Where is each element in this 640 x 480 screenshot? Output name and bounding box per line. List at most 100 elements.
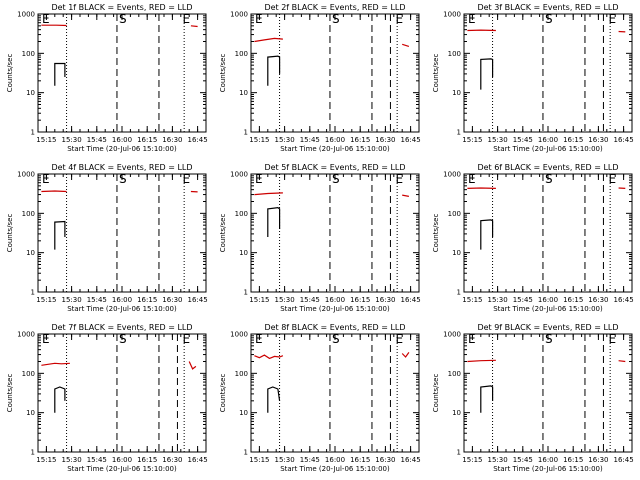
x-tick-label: 16:15 xyxy=(137,136,157,144)
y-tick-label: 100 xyxy=(448,210,461,218)
x-tick-label: 16:30 xyxy=(162,456,182,464)
lld-rate-line xyxy=(467,359,496,363)
x-tick-label: 16:30 xyxy=(588,136,608,144)
y-tick-label: 100 xyxy=(448,50,461,58)
x-tick-label: 16:00 xyxy=(325,296,345,304)
x-tick-label: 16:15 xyxy=(350,296,370,304)
plot-frame xyxy=(250,173,420,293)
plot-frame xyxy=(463,333,633,453)
y-tick-label: 100 xyxy=(22,370,35,378)
x-tick-label: 15:30 xyxy=(62,136,82,144)
chart-title: Det 3f BLACK = Events, RED = LLD xyxy=(477,3,618,12)
y-tick-label: 100 xyxy=(22,210,35,218)
lld-rate-line xyxy=(254,354,284,360)
lld-rate-line xyxy=(401,352,410,358)
interval-marker: S xyxy=(545,12,553,26)
interval-marker: S xyxy=(119,172,127,186)
interval-marker: E xyxy=(608,332,616,346)
x-tick-label: 15:45 xyxy=(513,456,533,464)
interval-marker: E xyxy=(182,12,190,26)
interval-marker: E xyxy=(255,172,263,186)
y-tick-label: 1 xyxy=(31,129,35,137)
x-tick-label: 16:45 xyxy=(614,136,634,144)
lld-rate-line xyxy=(254,192,283,196)
chart-title: Det 1f BLACK = Events, RED = LLD xyxy=(51,3,192,12)
events-rate-line xyxy=(480,385,494,413)
x-tick-label: 16:45 xyxy=(188,296,208,304)
x-axis-label: Start Time (20-Jul-06 15:10:00) xyxy=(67,145,177,153)
y-tick-label: 1 xyxy=(244,449,248,457)
y-tick-label: 1000 xyxy=(230,331,248,339)
chart-title: Det 6f BLACK = Events, RED = LLD xyxy=(477,163,618,172)
x-tick-label: 16:30 xyxy=(375,296,395,304)
x-tick-label: 16:45 xyxy=(401,136,421,144)
y-tick-label: 1000 xyxy=(230,171,248,179)
x-tick-label: 16:00 xyxy=(112,456,132,464)
interval-marker: E xyxy=(42,172,50,186)
x-tick-label: 16:45 xyxy=(401,456,421,464)
detector-chart: Det 4f BLACK = Events, RED = LLD 1 10 100 10… xyxy=(6,163,208,313)
interval-marker: S xyxy=(332,332,340,346)
interval-marker: E xyxy=(182,172,190,186)
y-tick-label: 1000 xyxy=(443,171,461,179)
y-tick-label: 1000 xyxy=(17,171,35,179)
x-tick-label: 15:30 xyxy=(488,296,508,304)
x-tick-label: 16:15 xyxy=(137,456,157,464)
x-tick-label: 16:45 xyxy=(614,456,634,464)
y-tick-label: 100 xyxy=(235,50,248,58)
chart-title: Det 8f BLACK = Events, RED = LLD xyxy=(264,323,405,332)
events-rate-line xyxy=(480,219,494,250)
y-tick-label: 1 xyxy=(244,289,248,297)
plot-frame xyxy=(463,13,633,133)
y-axis-label: Counts/sec xyxy=(432,54,440,93)
interval-marker: S xyxy=(332,172,340,186)
y-axis-label: Counts/sec xyxy=(219,374,227,413)
y-tick-label: 1 xyxy=(244,129,248,137)
x-tick-label: 15:15 xyxy=(249,456,269,464)
x-tick-label: 15:15 xyxy=(36,136,56,144)
x-tick-label: 16:15 xyxy=(350,456,370,464)
plot-frame xyxy=(37,13,207,133)
x-tick-label: 15:30 xyxy=(275,456,295,464)
x-tick-label: 15:15 xyxy=(36,296,56,304)
interval-marker: S xyxy=(545,172,553,186)
plot-frame xyxy=(37,333,207,453)
y-axis-label: Counts/sec xyxy=(6,374,14,413)
x-tick-label: 15:15 xyxy=(462,456,482,464)
chart-title: Det 2f BLACK = Events, RED = LLD xyxy=(264,3,405,12)
events-rate-line xyxy=(54,386,66,413)
y-axis-label: Counts/sec xyxy=(219,54,227,93)
x-axis-label: Start Time (20-Jul-06 15:10:00) xyxy=(67,305,177,313)
x-tick-label: 15:45 xyxy=(513,136,533,144)
y-axis-label: Counts/sec xyxy=(432,374,440,413)
events-rate-line xyxy=(54,62,66,86)
interval-marker: S xyxy=(119,12,127,26)
x-tick-label: 16:00 xyxy=(112,296,132,304)
x-tick-label: 16:45 xyxy=(188,136,208,144)
interval-marker: E xyxy=(468,172,476,186)
interval-marker: E xyxy=(608,12,616,26)
y-tick-label: 1000 xyxy=(443,11,461,19)
detector-chart: Det 2f BLACK = Events, RED = LLD 1 10 100 10… xyxy=(219,3,421,153)
x-axis-label: Start Time (20-Jul-06 15:10:00) xyxy=(280,305,390,313)
x-axis-label: Start Time (20-Jul-06 15:10:00) xyxy=(493,465,603,473)
interval-marker: E xyxy=(255,332,263,346)
x-tick-label: 15:45 xyxy=(300,136,320,144)
y-tick-label: 1 xyxy=(31,289,35,297)
events-rate-line xyxy=(267,206,281,237)
y-tick-label: 1 xyxy=(457,449,461,457)
chart-title: Det 5f BLACK = Events, RED = LLD xyxy=(264,163,405,172)
x-tick-label: 16:45 xyxy=(614,296,634,304)
x-tick-label: 15:45 xyxy=(300,296,320,304)
y-tick-label: 1000 xyxy=(443,331,461,339)
y-tick-label: 100 xyxy=(235,370,248,378)
x-axis-label: Start Time (20-Jul-06 15:10:00) xyxy=(280,465,390,473)
x-tick-label: 16:45 xyxy=(401,296,421,304)
detector-chart: Det 5f BLACK = Events, RED = LLD 1 10 100 10… xyxy=(219,163,421,313)
x-tick-label: 15:30 xyxy=(62,296,82,304)
interval-marker: E xyxy=(182,332,190,346)
y-tick-label: 1 xyxy=(457,289,461,297)
x-tick-label: 15:15 xyxy=(36,456,56,464)
plot-frame xyxy=(463,173,633,293)
